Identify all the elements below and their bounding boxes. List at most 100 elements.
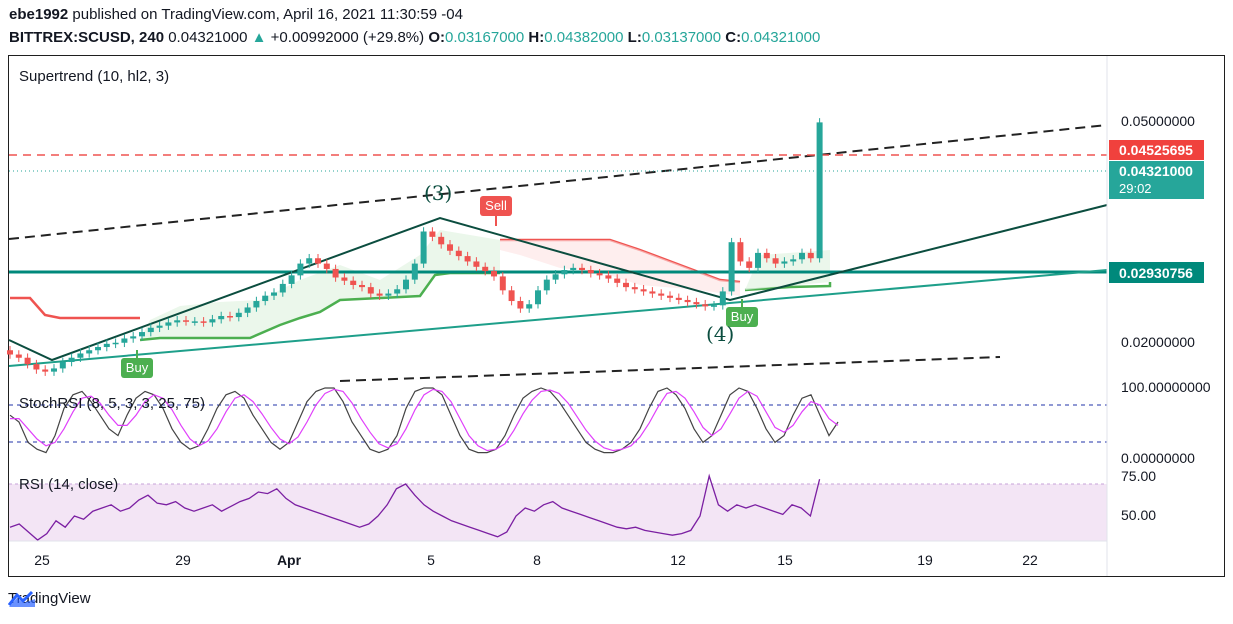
candle-body	[86, 350, 93, 354]
x-tick-Apr: Apr	[277, 552, 302, 568]
candle-body	[605, 275, 612, 279]
candle-body	[200, 321, 207, 323]
candle-body	[693, 302, 700, 305]
rsi-y-tick: 75.00	[1121, 468, 1156, 484]
candle-body	[447, 244, 453, 251]
supertrend-title: Supertrend (10, hl2, 3)	[19, 68, 169, 85]
candle-body	[95, 347, 101, 351]
candle-body	[526, 304, 533, 309]
last-price: 0.04321000	[168, 29, 248, 46]
candle-body	[130, 336, 137, 339]
close-label: C:	[725, 29, 742, 46]
candle-body	[790, 259, 797, 262]
candle-body	[543, 279, 550, 291]
candle-body	[376, 293, 383, 296]
x-tick-15: 15	[777, 552, 793, 568]
candle-body	[183, 320, 189, 322]
candle-body	[121, 338, 128, 343]
candle-body	[675, 297, 682, 300]
candle-body	[139, 332, 145, 337]
candle-body	[561, 270, 568, 275]
channel-lower-dashed	[339, 356, 1001, 382]
candle-body	[737, 242, 744, 262]
open-value: 0.03167000	[444, 29, 525, 46]
buy-label: Buy	[731, 309, 754, 324]
candle-body	[367, 287, 374, 294]
publish-info: ebe1992 published on TradingView.com, Ap…	[9, 6, 463, 23]
rsi-line	[9, 473, 821, 541]
candle-body	[359, 284, 365, 288]
stochrsi-pane: StochRSI (8, 5, 3, 3, 25, 75)	[9, 387, 1107, 454]
candle-body	[508, 290, 515, 302]
candle-body	[341, 277, 348, 281]
candle-body	[165, 322, 172, 326]
candle-body	[315, 258, 321, 264]
tradingview-logo[interactable]: TradingView	[8, 590, 91, 607]
candle-body	[332, 268, 339, 278]
candle-body	[781, 261, 788, 264]
author[interactable]: ebe1992	[9, 6, 69, 23]
buy-label-bg	[726, 307, 758, 327]
buy-label-bg	[121, 358, 153, 378]
candle-body	[68, 357, 75, 363]
countdown-label: 29:02	[1119, 181, 1152, 196]
stoch-k-line	[9, 387, 839, 454]
chart-frame[interactable]	[8, 55, 1225, 577]
candle-body	[112, 342, 119, 345]
supertrend-up-fill	[140, 230, 500, 340]
candle-body	[77, 353, 84, 358]
candle-body	[51, 368, 57, 372]
candle-body	[103, 343, 110, 348]
candle-body	[420, 231, 427, 264]
x-tick-5: 5	[427, 552, 435, 568]
candle-body	[394, 289, 401, 294]
candle-body	[464, 256, 471, 262]
candle-body	[491, 271, 497, 277]
candle-body	[711, 305, 717, 307]
candle-body	[807, 252, 814, 259]
candle-body	[42, 369, 49, 372]
up-arrow-icon: ▲	[251, 29, 267, 46]
price-label-last: 0.04321000	[1119, 163, 1193, 179]
candle-body	[473, 261, 480, 267]
candle-body	[297, 263, 304, 276]
candle-body	[15, 354, 22, 358]
sell-label-bg	[480, 196, 512, 216]
x-tick-19: 19	[917, 552, 933, 568]
candle-body	[746, 261, 753, 268]
low-label: L:	[627, 29, 642, 46]
rsi-title: RSI (14, close)	[19, 476, 118, 493]
close-value: 0.04321000	[741, 29, 821, 46]
price-pane: Buy Buy Sell (3) (4) Supertrend (10, hl2, 3)	[7, 68, 1108, 382]
candle-body	[499, 276, 506, 291]
candle-body	[244, 307, 251, 313]
x-tick-22: 22	[1022, 552, 1038, 568]
candle-body	[579, 267, 585, 271]
candle-body	[323, 263, 330, 269]
buy-label: Buy	[126, 360, 149, 375]
candle-body	[596, 273, 603, 276]
candle-body	[235, 312, 242, 318]
candle-body	[535, 290, 541, 305]
candle-body	[517, 301, 524, 309]
supertrend-down-line	[10, 296, 140, 320]
candle-body	[684, 299, 691, 303]
candle-body	[24, 357, 31, 365]
candle-body	[755, 252, 761, 268]
price-label-red: 0.04525695	[1119, 142, 1193, 158]
stoch-y-tick: 100.00000000	[1121, 379, 1211, 395]
candle-body	[763, 252, 770, 259]
candle-body	[288, 275, 295, 284]
candle-body	[702, 304, 709, 307]
x-tick-25: 25	[34, 552, 50, 568]
candle-body	[218, 316, 225, 320]
supertrend-up-line	[744, 282, 832, 292]
candle-body	[667, 295, 673, 298]
candle-body	[209, 319, 216, 323]
wave-label-3: (3)	[424, 181, 452, 205]
rsi-y-tick: 50.00	[1121, 507, 1156, 523]
x-tick-8: 8	[533, 552, 541, 568]
y-tick: 0.02000000	[1121, 334, 1195, 350]
candle-body	[156, 325, 163, 328]
